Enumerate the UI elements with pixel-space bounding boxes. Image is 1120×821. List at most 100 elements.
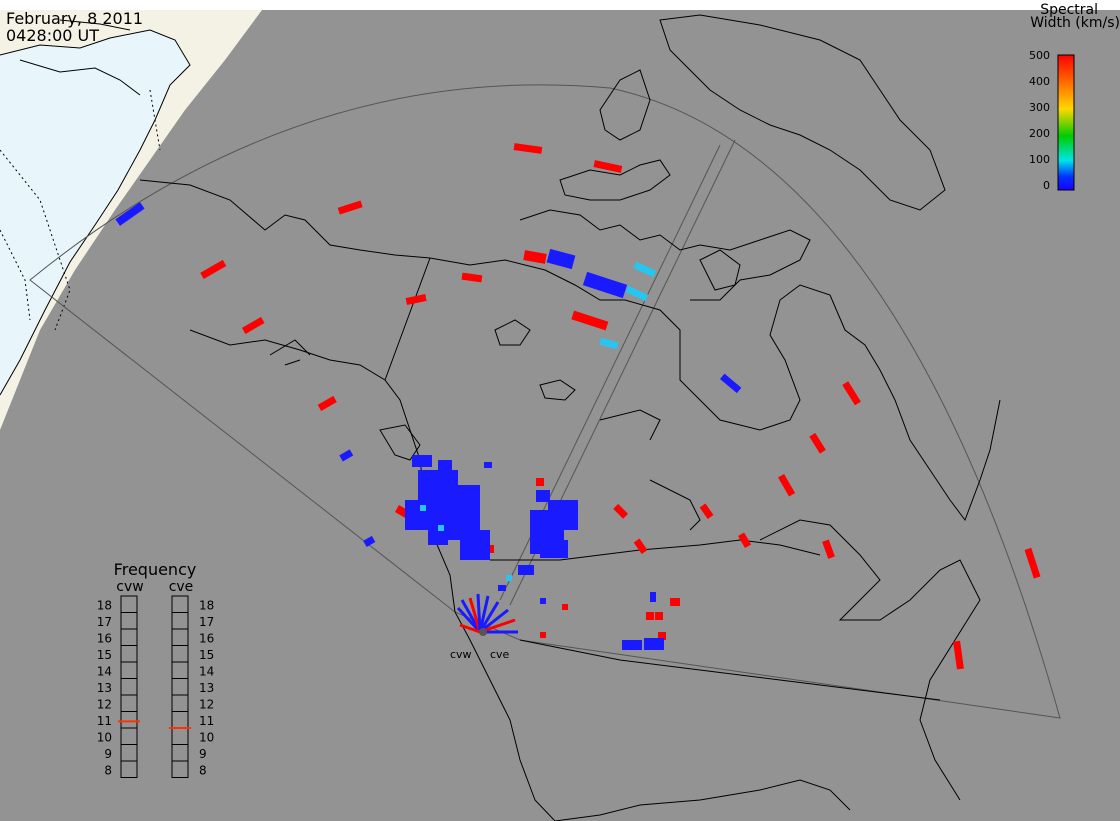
- dotted-boundary-3: [149, 89, 161, 151]
- frequency-scale-label: 11: [97, 714, 112, 728]
- low-width-cell: [548, 500, 578, 530]
- frequency-scale-label: 16: [199, 631, 214, 645]
- sunlit-water-region: [0, 30, 190, 395]
- high-width-cell: [540, 632, 546, 638]
- high-width-cell: [1024, 547, 1041, 579]
- frequency-scale-label: 13: [97, 681, 112, 695]
- frequency-scale-label: 15: [199, 648, 214, 662]
- dotted-boundary-1: [0, 149, 71, 331]
- low-width-cell: [115, 202, 145, 226]
- colorbar-tick-label: 100: [1029, 153, 1050, 166]
- frequency-scale-label: 14: [97, 664, 112, 678]
- fan-beam: [478, 595, 490, 633]
- high-width-cell: [241, 316, 265, 334]
- frequency-label-cve: cve: [169, 579, 194, 595]
- high-width-cell: [523, 250, 547, 264]
- high-width-cell: [513, 143, 543, 154]
- mid-width-cell: [599, 337, 619, 350]
- high-width-cell: [317, 395, 337, 411]
- frequency-title: Frequency: [114, 560, 197, 579]
- frequency-scale-label: 18: [199, 598, 214, 612]
- high-width-cell: [593, 160, 623, 173]
- high-width-cell: [405, 293, 427, 305]
- fan-beam: [476, 593, 482, 633]
- fan-beam: [478, 601, 500, 633]
- high-width-cell: [613, 503, 629, 519]
- high-width-cell: [842, 381, 861, 406]
- mid-width-cell: [438, 525, 444, 531]
- frequency-scale-label: 10: [199, 730, 214, 744]
- high-width-cell: [655, 612, 663, 620]
- colorbar-tick-label: 400: [1029, 75, 1050, 88]
- frequency-box-cvw: [120, 760, 138, 778]
- colorbar-tick-label: 300: [1029, 101, 1050, 114]
- high-width-cell: [778, 473, 796, 497]
- frequency-box-cve: [171, 760, 189, 778]
- colorbar-tick-label: 500: [1029, 49, 1050, 62]
- low-width-cell: [582, 271, 628, 299]
- high-width-cell: [670, 598, 680, 606]
- frequency-scale-label: 12: [97, 697, 112, 711]
- mid-width-cell: [633, 261, 657, 278]
- high-width-cell: [738, 532, 752, 549]
- low-width-cell: [498, 585, 506, 591]
- mid-width-cell: [420, 505, 426, 511]
- frequency-label-cvw: cvw: [116, 579, 143, 595]
- sunlit-coastline-islands: [19, 19, 141, 96]
- radar-label-cve: cve: [490, 648, 510, 661]
- low-width-cell: [650, 592, 656, 602]
- radar-site-fan: [456, 593, 518, 634]
- date-label: February, 8 2011: [6, 9, 143, 28]
- radar-site-marker: [479, 628, 487, 636]
- low-width-cell: [412, 455, 432, 467]
- high-width-cell: [562, 604, 568, 610]
- high-width-cell: [633, 538, 648, 555]
- fan-beam: [479, 608, 509, 634]
- frequency-panel: Frequency cvw cve 1817161514131211109818…: [97, 560, 214, 778]
- colorbar-ticks: 500 400 300 200 100 0: [1029, 49, 1050, 192]
- low-width-cell: [484, 462, 492, 468]
- frequency-scale-label: 9: [104, 747, 112, 761]
- high-width-cell: [822, 539, 835, 559]
- frequency-scale-label: 9: [199, 747, 207, 761]
- low-width-cell: [536, 490, 550, 502]
- colorbar-tick-label: 200: [1029, 127, 1050, 140]
- low-width-cell: [460, 530, 490, 560]
- field-of-view-outline: [29, 84, 1061, 719]
- frequency-scale: 18 17 16 15 14 13 12 11 10 9 8 18 17 16 15 14 13 12 11 10 9 8: [97, 595, 214, 778]
- frequency-scale-label: 18: [97, 598, 112, 612]
- high-width-cell: [536, 478, 544, 486]
- frequency-scale-label: 15: [97, 648, 112, 662]
- low-width-cell: [622, 640, 642, 650]
- colorbar-title-line1: Spectral: [1040, 2, 1098, 18]
- high-width-cell: [646, 612, 654, 620]
- frequency-scale-label: 10: [97, 730, 112, 744]
- high-width-cell: [699, 503, 714, 520]
- low-width-cell: [438, 460, 452, 470]
- low-width-cell: [339, 449, 354, 462]
- frequency-scale-label: 13: [199, 681, 214, 695]
- colorbar-title-line2: Width (km/s): [1030, 15, 1120, 31]
- frequency-scale-label: 17: [97, 615, 112, 629]
- frequency-scale-label: 12: [199, 697, 214, 711]
- low-width-cell: [540, 540, 568, 558]
- frequency-scale-label: 17: [199, 615, 214, 629]
- low-width-cell: [546, 248, 576, 270]
- low-width-cell: [644, 638, 664, 650]
- colorbar-gradient: [1057, 54, 1075, 191]
- radar-label-cvw: cvw: [450, 648, 472, 661]
- low-width-cell: [518, 565, 534, 575]
- high-width-cell: [809, 432, 826, 454]
- low-width-cell: [720, 373, 742, 394]
- radar-backscatter: [115, 143, 1041, 670]
- continent-outlines: [139, 14, 1001, 821]
- high-spectral-width-cells: [200, 143, 1041, 670]
- high-width-cell: [953, 640, 964, 670]
- high-width-cell: [658, 632, 666, 640]
- fan-beam: [459, 623, 481, 634]
- frequency-scale-label: 16: [97, 631, 112, 645]
- high-width-cell: [337, 200, 363, 215]
- mid-spectral-width-cells: [420, 261, 657, 581]
